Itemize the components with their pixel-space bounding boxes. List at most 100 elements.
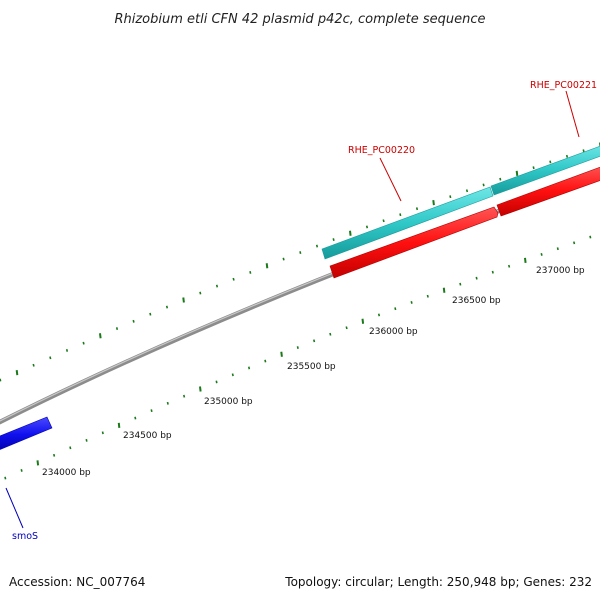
- gene-label[interactable]: RHE_PC00220: [348, 145, 415, 156]
- minor-tick: [199, 291, 202, 295]
- minor-tick: [415, 207, 419, 211]
- tick-label: 236500 bp: [452, 296, 501, 306]
- gene-label[interactable]: smoS: [12, 531, 38, 542]
- major-tick: [349, 230, 352, 236]
- minor-tick: [345, 326, 348, 330]
- minor-tick: [382, 219, 385, 223]
- minor-tick: [166, 401, 169, 405]
- minor-tick: [426, 294, 429, 298]
- sequence-backbone: [0, 172, 600, 425]
- minor-tick: [394, 307, 397, 311]
- leader-line: [565, 90, 580, 138]
- major-tick: [265, 263, 269, 269]
- minor-tick: [282, 257, 285, 261]
- minor-tick: [215, 284, 219, 288]
- minor-tick: [264, 359, 267, 363]
- major-tick: [182, 297, 185, 303]
- major-tick: [361, 318, 365, 324]
- minor-tick: [299, 251, 302, 254]
- minor-tick: [32, 363, 35, 367]
- major-tick: [432, 199, 435, 206]
- major-tick: [280, 351, 283, 357]
- tick-label: 234000 bp: [42, 468, 91, 478]
- minor-tick: [475, 276, 478, 280]
- gene-label[interactable]: RHE_PC00221: [530, 80, 597, 91]
- minor-tick: [313, 339, 316, 343]
- major-tick: [99, 333, 102, 339]
- minor-tick: [465, 189, 469, 193]
- minor-tick: [0, 378, 2, 382]
- minor-tick: [573, 241, 576, 245]
- minor-tick: [49, 356, 52, 360]
- minor-tick: [540, 253, 543, 256]
- gene-bar-reverse[interactable]: [496, 165, 600, 217]
- minor-tick: [150, 409, 153, 413]
- minor-tick: [556, 247, 559, 251]
- minor-tick: [183, 394, 186, 398]
- minor-tick: [410, 301, 413, 304]
- tick-label: 237000 bp: [536, 266, 585, 276]
- tick-label: 235500 bp: [287, 362, 336, 372]
- major-tick: [199, 386, 202, 392]
- minor-tick: [85, 438, 88, 442]
- minor-tick: [491, 270, 494, 274]
- accession-text: Accession: NC_007764: [9, 575, 145, 589]
- gene-bar-forward[interactable]: [321, 186, 494, 260]
- minor-tick: [69, 446, 72, 450]
- minor-tick: [365, 225, 369, 229]
- minor-tick: [589, 235, 592, 239]
- minor-tick: [332, 238, 335, 241]
- tick-label: 235000 bp: [204, 397, 253, 407]
- major-tick: [524, 257, 527, 264]
- minor-tick: [215, 380, 218, 384]
- tick-label: 236000 bp: [369, 327, 418, 337]
- gene-bar-reverse[interactable]: [329, 206, 499, 279]
- minor-tick: [115, 327, 119, 330]
- major-tick: [36, 460, 40, 466]
- major-tick: [515, 170, 519, 177]
- major-tick: [15, 369, 19, 376]
- minor-tick: [315, 244, 319, 248]
- minor-tick: [329, 332, 332, 336]
- ruler-labels: 234000 bp 234500 bp 235000 bp 235500 bp …: [42, 266, 585, 478]
- minor-tick: [149, 312, 152, 316]
- leader-line: [379, 157, 402, 202]
- minor-tick: [101, 431, 104, 435]
- minor-tick: [20, 469, 23, 472]
- minor-tick: [231, 373, 234, 377]
- minor-tick: [482, 183, 485, 187]
- minor-tick: [549, 160, 552, 164]
- ruler-ticks: [0, 142, 600, 480]
- minor-tick: [65, 349, 69, 352]
- major-tick: [442, 287, 446, 293]
- minor-tick: [565, 154, 569, 158]
- minor-tick: [532, 166, 535, 170]
- gene-bar-forward[interactable]: [490, 144, 600, 196]
- minor-tick: [499, 177, 502, 181]
- minor-tick: [582, 149, 585, 153]
- tick-label: 234500 bp: [123, 431, 172, 441]
- minor-tick: [459, 282, 462, 286]
- gene-rhe-pc00220[interactable]: [321, 186, 499, 279]
- minor-tick: [132, 319, 135, 323]
- minor-tick: [134, 416, 137, 420]
- major-tick: [117, 422, 121, 428]
- minor-tick: [296, 346, 299, 349]
- leader-line: [5, 487, 24, 529]
- minor-tick: [249, 271, 252, 274]
- minor-tick: [377, 313, 381, 317]
- map-title: Rhizobium etli CFN 42 plasmid p42c, comp…: [114, 12, 485, 27]
- minor-tick: [165, 305, 169, 309]
- summary-text: Topology: circular; Length: 250,948 bp; …: [284, 575, 592, 589]
- gene-rhe-pc00221[interactable]: [490, 144, 600, 217]
- minor-tick: [248, 366, 251, 370]
- minor-tick: [449, 195, 452, 199]
- minor-tick: [53, 453, 56, 457]
- minor-tick: [82, 341, 85, 345]
- gene-smos[interactable]: [0, 416, 53, 452]
- minor-tick: [4, 476, 7, 480]
- minor-tick: [508, 264, 511, 268]
- minor-tick: [232, 277, 235, 281]
- gene-bar-other[interactable]: [0, 416, 53, 452]
